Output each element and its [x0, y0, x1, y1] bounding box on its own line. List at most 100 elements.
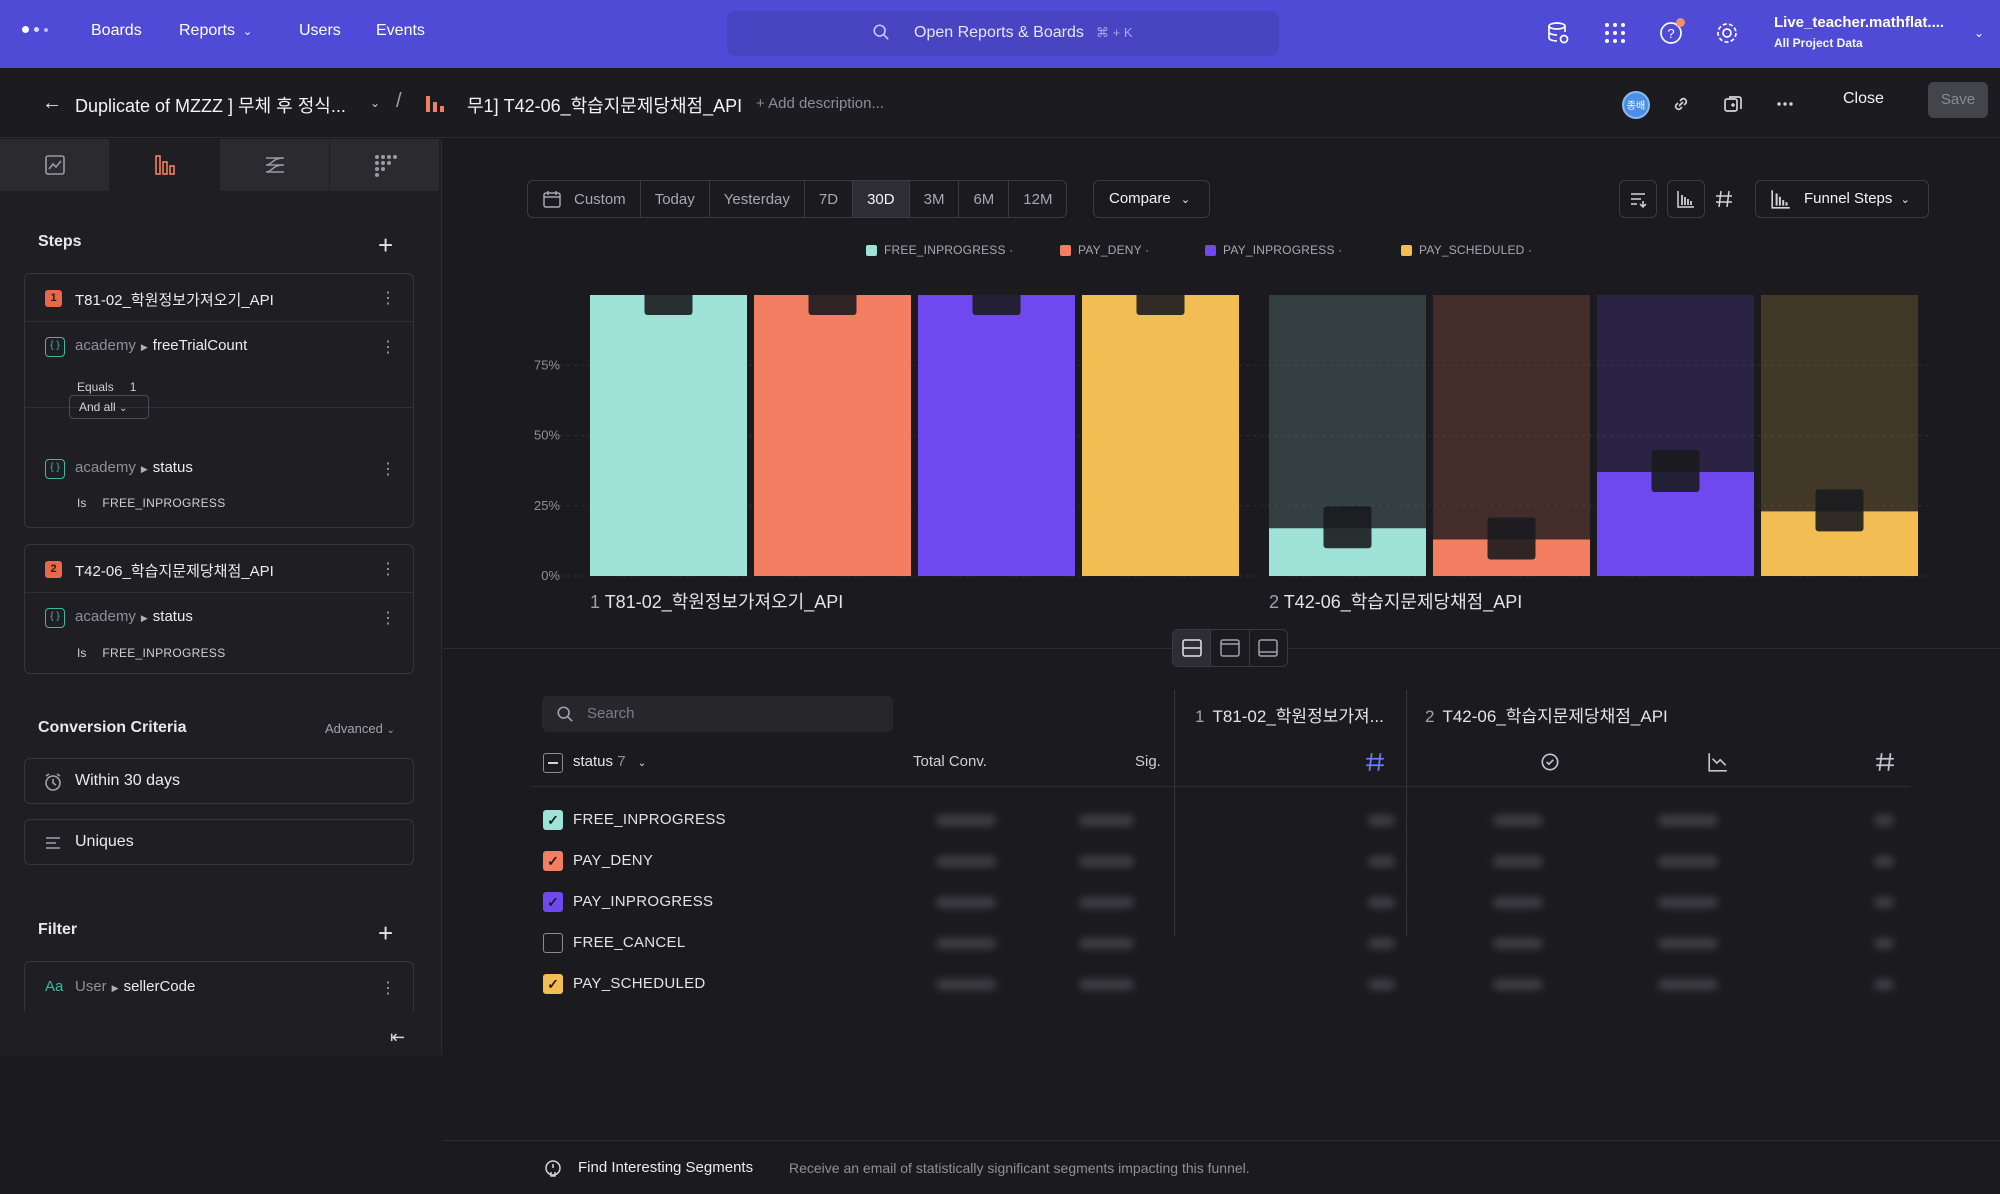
redacted-value: [1079, 979, 1134, 990]
database-icon[interactable]: [1545, 20, 1571, 46]
bar-label-box: [972, 273, 1021, 315]
nav-reports[interactable]: Reports ⌄: [179, 22, 253, 39]
gear-icon[interactable]: [1714, 20, 1740, 46]
tab-retention[interactable]: [330, 139, 440, 191]
logo-icon[interactable]: [22, 26, 48, 33]
bar-chart-icon: [1771, 190, 1790, 209]
date-6m-button[interactable]: 6M: [959, 181, 1010, 217]
nav-boards[interactable]: Boards: [91, 22, 142, 39]
add-description-link[interactable]: + Add description...: [756, 95, 884, 112]
report-title[interactable]: 무1] T42-06_학습지문제당채점_API: [467, 96, 743, 116]
legend-item[interactable]: FREE_INPROGRESS ·: [866, 243, 1013, 257]
chevron-down-icon[interactable]: ⌄: [370, 96, 381, 110]
filter-property[interactable]: academy ▶ status: [75, 608, 193, 625]
step-event-name[interactable]: T42-06_학습지문제당채점_API: [75, 563, 274, 580]
date-yesterday-button[interactable]: Yesterday: [710, 181, 805, 217]
step-header[interactable]: 1 T81-02_학원정보가져오기_API ⋮: [25, 274, 413, 322]
date-7d-button[interactable]: 7D: [805, 181, 854, 217]
conversion-window[interactable]: Within 30 days: [24, 758, 414, 804]
split-view-button[interactable]: [1173, 630, 1212, 666]
sig-header[interactable]: Sig.: [1135, 753, 1161, 770]
y-tick-label: 50%: [534, 428, 560, 443]
collapse-panel-icon[interactable]: ⇤: [390, 1027, 406, 1047]
filter-condition[interactable]: Is FREE_INPROGRESS: [77, 646, 226, 660]
kebab-icon[interactable]: ⋮: [380, 561, 396, 578]
help-icon[interactable]: ?: [1658, 18, 1685, 46]
table-only-button[interactable]: [1250, 630, 1287, 666]
kebab-icon[interactable]: ⋮: [380, 339, 396, 356]
hash-icon[interactable]: [1364, 751, 1386, 773]
search-icon: [557, 706, 573, 722]
legend-item[interactable]: PAY_INPROGRESS ·: [1205, 243, 1342, 257]
counting-method[interactable]: Uniques: [24, 819, 414, 865]
close-button[interactable]: Close: [1843, 90, 1884, 107]
chart-only-button[interactable]: [1211, 630, 1250, 666]
nav-users[interactable]: Users: [299, 22, 341, 39]
total-conv-header[interactable]: Total Conv.: [913, 753, 987, 770]
row-checkbox[interactable]: ✓: [543, 974, 563, 994]
date-today-button[interactable]: Today: [641, 181, 710, 217]
filter-condition[interactable]: Equals 1: [77, 380, 137, 394]
row-checkbox[interactable]: ✓: [543, 851, 563, 871]
legend-item[interactable]: PAY_SCHEDULED ·: [1401, 243, 1532, 257]
table-search[interactable]: Search: [542, 696, 893, 732]
row-checkbox[interactable]: [543, 933, 563, 953]
bar: [1082, 295, 1239, 576]
add-filter-button[interactable]: +: [378, 918, 394, 948]
hash-icon[interactable]: [1874, 751, 1896, 773]
date-3m-button[interactable]: 3M: [910, 181, 960, 217]
kebab-icon[interactable]: ⋮: [380, 461, 396, 478]
bar-view-button[interactable]: [1667, 180, 1705, 218]
legend-item[interactable]: PAY_DENY ·: [1060, 243, 1149, 257]
chart-type-dropdown[interactable]: Funnel Steps ⌄: [1755, 180, 1929, 218]
tab-insights[interactable]: [0, 139, 110, 191]
redacted-value: [1079, 938, 1134, 949]
save-button[interactable]: Save: [1928, 82, 1988, 118]
filter-card[interactable]: Aa User ▶ sellerCode ⋮: [24, 961, 414, 1011]
metric-view-button[interactable]: [1705, 180, 1743, 218]
nav-events[interactable]: Events: [376, 22, 425, 39]
back-arrow-icon[interactable]: ←: [42, 92, 62, 114]
date-custom-button[interactable]: Custom: [528, 181, 641, 217]
global-search[interactable]: Open Reports & Boards ⌘ + K: [727, 11, 1279, 56]
avatar[interactable]: 종배: [1622, 91, 1650, 119]
filter-condition[interactable]: Is FREE_INPROGRESS: [77, 496, 226, 510]
y-tick-label: 75%: [534, 357, 560, 372]
link-icon[interactable]: [1670, 93, 1692, 115]
sort-button[interactable]: [1619, 180, 1657, 218]
chevron-down-icon[interactable]: ⌄: [1974, 26, 1985, 40]
combinator-select[interactable]: And all ⌄: [69, 395, 149, 419]
compare-dropdown[interactable]: Compare ⌄: [1093, 180, 1210, 218]
redacted-value: [1493, 815, 1543, 826]
chevron-down-icon: ⌄: [119, 403, 128, 414]
step-header[interactable]: 2 T42-06_학습지문제당채점_API ⋮: [25, 545, 413, 593]
report-type-tabs: [0, 139, 442, 191]
breadcrumb-parent[interactable]: Duplicate of MZZZ ] 무체 후 정식...: [75, 96, 346, 116]
account-switcher[interactable]: Live_teacher.mathflat.... All Project Da…: [1774, 14, 1944, 50]
filter-property[interactable]: academy ▶ status: [75, 459, 193, 476]
select-all-checkbox[interactable]: [543, 753, 563, 773]
tab-flows[interactable]: [220, 139, 330, 191]
date-12m-button[interactable]: 12M: [1023, 190, 1053, 208]
kebab-icon[interactable]: ⋮: [380, 290, 396, 307]
add-step-button[interactable]: +: [378, 230, 394, 260]
kebab-icon[interactable]: ⋮: [380, 610, 396, 627]
tab-funnels[interactable]: [110, 139, 220, 191]
advanced-dropdown[interactable]: Advanced ⌄: [325, 721, 395, 736]
step-event-name[interactable]: T81-02_학원정보가져오기_API: [75, 292, 274, 309]
duplicate-icon[interactable]: [1722, 93, 1744, 115]
row-checkbox[interactable]: ✓: [543, 892, 563, 912]
interesting-segments-title[interactable]: Find Interesting Segments: [578, 1159, 754, 1176]
group-by-header[interactable]: status 7 ⌄: [573, 753, 647, 770]
trend-chart-icon[interactable]: [1707, 751, 1729, 773]
conversion-time-icon[interactable]: [1539, 751, 1561, 773]
filter-property[interactable]: academy ▶ freeTrialCount: [75, 337, 248, 354]
interesting-segments-bar[interactable]: Find Interesting Segments Receive an ema…: [443, 1140, 2000, 1194]
chevron-down-icon: ⌄: [386, 725, 395, 736]
row-checkbox[interactable]: ✓: [543, 810, 563, 830]
apps-grid-icon[interactable]: [1602, 20, 1628, 46]
filter-property[interactable]: User ▶ sellerCode: [75, 978, 196, 995]
kebab-icon[interactable]: ⋮: [380, 980, 396, 997]
more-icon[interactable]: [1774, 93, 1796, 115]
date-30d-button[interactable]: 30D: [853, 181, 910, 217]
